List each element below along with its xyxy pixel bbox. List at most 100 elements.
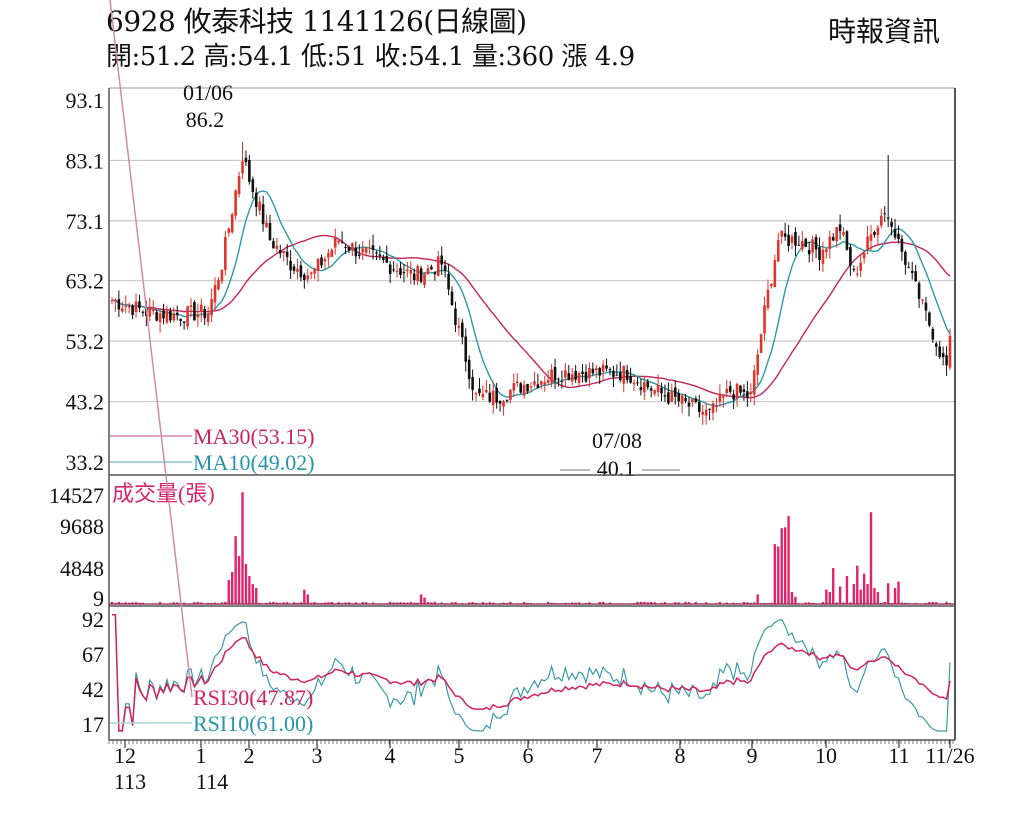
volume-bar bbox=[742, 601, 746, 604]
candle-body bbox=[838, 224, 842, 232]
candle-body bbox=[406, 269, 409, 272]
rsi-y-tick: 92 bbox=[82, 607, 104, 632]
rsi30-line bbox=[112, 614, 951, 732]
candle-body bbox=[182, 321, 186, 323]
candle-body bbox=[677, 393, 680, 402]
candle-body bbox=[632, 382, 636, 385]
candle-body bbox=[436, 256, 440, 276]
candle-body bbox=[354, 247, 358, 257]
candle-body bbox=[217, 279, 220, 290]
candle-body bbox=[660, 387, 663, 394]
candle-body bbox=[849, 246, 852, 266]
source-label: 時報資訊 bbox=[828, 15, 941, 48]
candle-body bbox=[378, 254, 382, 257]
candle-body bbox=[553, 366, 557, 381]
volume-bar bbox=[866, 584, 869, 604]
candle-body bbox=[193, 302, 196, 321]
volume-bar bbox=[158, 602, 162, 604]
candle-body bbox=[244, 157, 248, 163]
x-month-label: 6 bbox=[523, 743, 534, 768]
volume-bar bbox=[110, 601, 114, 604]
candle-body bbox=[801, 241, 804, 250]
volume-bar bbox=[488, 602, 491, 604]
candle-body bbox=[471, 377, 474, 390]
candle-body bbox=[612, 370, 615, 377]
volume-bar bbox=[364, 602, 368, 604]
candle-body bbox=[821, 249, 825, 264]
candle-body bbox=[357, 254, 361, 256]
candle-body bbox=[464, 336, 468, 362]
volume-bar bbox=[869, 512, 873, 604]
volume-bar bbox=[430, 602, 433, 604]
candle-body bbox=[629, 376, 632, 383]
candle-body bbox=[886, 217, 890, 219]
candle-body bbox=[461, 322, 464, 338]
low-annotation-value: 40.1 bbox=[597, 456, 636, 481]
candle-body bbox=[673, 387, 677, 397]
volume-bar bbox=[677, 602, 680, 604]
volume-bar bbox=[773, 544, 777, 604]
candle-body bbox=[213, 284, 217, 303]
volume-bar bbox=[694, 602, 698, 604]
price-y-tick: 93.1 bbox=[66, 88, 105, 113]
volume-bar bbox=[577, 602, 581, 604]
candle-body bbox=[127, 305, 131, 308]
volume-bar bbox=[588, 602, 591, 604]
candle-body bbox=[368, 247, 371, 249]
volume-bar bbox=[787, 516, 790, 604]
candle-body bbox=[175, 312, 179, 316]
volume-bar bbox=[347, 602, 351, 604]
volume-bar bbox=[234, 536, 237, 604]
volume-bar bbox=[756, 594, 759, 604]
candle-body bbox=[395, 270, 399, 272]
candle-body bbox=[162, 310, 165, 319]
candle-body bbox=[934, 343, 938, 347]
candle-body bbox=[433, 272, 437, 275]
candle-body bbox=[186, 306, 189, 327]
candle-body bbox=[467, 359, 471, 380]
volume-bar bbox=[440, 602, 443, 604]
volume-bar bbox=[241, 492, 244, 604]
volume-bar bbox=[309, 602, 313, 604]
volume-bar bbox=[193, 602, 196, 604]
candle-body bbox=[351, 243, 354, 251]
candle-body bbox=[505, 399, 509, 401]
candle-body bbox=[313, 268, 316, 274]
volume-bar bbox=[172, 602, 176, 604]
volume-bar bbox=[862, 573, 866, 604]
candle-body bbox=[388, 264, 392, 274]
candle-body bbox=[814, 237, 818, 250]
candle-body bbox=[450, 291, 454, 306]
volume-bar bbox=[828, 592, 831, 604]
x-month-label: 8 bbox=[675, 743, 686, 768]
candle-body bbox=[663, 395, 667, 397]
candle-body bbox=[618, 372, 622, 381]
volume-bar bbox=[433, 601, 437, 604]
volume-bar bbox=[409, 601, 412, 604]
candle-body bbox=[828, 236, 832, 250]
candle-body bbox=[591, 368, 595, 374]
volume-bar bbox=[395, 602, 399, 604]
candle-body bbox=[224, 236, 227, 270]
volume-bar bbox=[388, 601, 392, 604]
candle-body bbox=[289, 260, 292, 271]
candle-body bbox=[495, 388, 498, 403]
candle-body bbox=[560, 380, 564, 382]
volume-title: 成交量(張) bbox=[112, 481, 215, 506]
x-month-label: 11/26 bbox=[925, 743, 974, 768]
candle-body bbox=[852, 268, 856, 270]
candle-body bbox=[831, 237, 835, 241]
candle-body bbox=[601, 364, 605, 372]
candle-body bbox=[488, 392, 492, 402]
candle-body bbox=[574, 371, 577, 380]
candle-body bbox=[880, 215, 883, 226]
volume-bar bbox=[354, 602, 358, 604]
candle-body bbox=[615, 374, 619, 376]
candle-body bbox=[138, 301, 141, 309]
x-month-label: 10 bbox=[815, 743, 837, 768]
candle-body bbox=[151, 309, 155, 312]
volume-bar bbox=[196, 601, 200, 604]
candle-body bbox=[416, 266, 419, 282]
candle-body bbox=[766, 289, 770, 309]
volume-bar bbox=[454, 602, 457, 604]
